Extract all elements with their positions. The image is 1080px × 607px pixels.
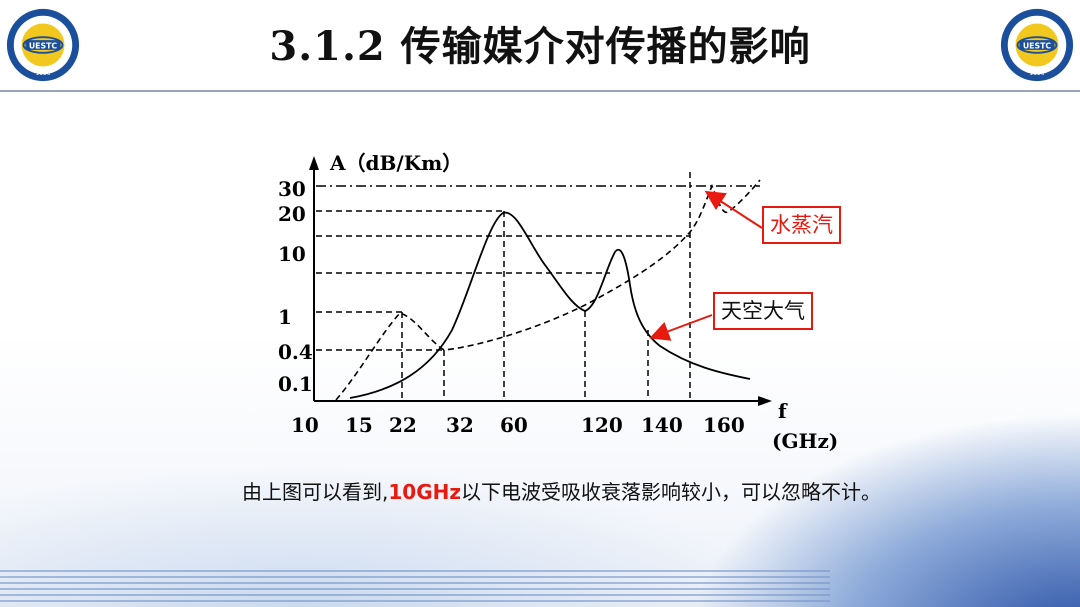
university-logo-left: UESTC 1956 bbox=[6, 8, 80, 82]
x-tick-label: 140 bbox=[641, 413, 683, 437]
x-tick-label: 22 bbox=[389, 413, 417, 437]
caption-part1: 由上图可以看到, bbox=[242, 480, 389, 504]
water-vapor-label: 水蒸汽 bbox=[762, 206, 841, 244]
sky-atmosphere-label: 天空大气 bbox=[713, 292, 813, 330]
y-tick-label: 20 bbox=[278, 202, 306, 226]
x-tick-label: 15 bbox=[345, 413, 373, 437]
slide-header: UESTC 1956 3.1.2 传输媒介对传播的影响 UESTC 1956 bbox=[0, 0, 1080, 92]
svg-text:UESTC: UESTC bbox=[29, 41, 58, 50]
x-tick-label: 10 bbox=[291, 413, 319, 437]
svg-text:1956: 1956 bbox=[36, 71, 51, 77]
x-tick-label: 32 bbox=[446, 413, 474, 437]
y-tick-labels: 30 20 10 1 0.4 0.1 bbox=[278, 177, 313, 396]
caption-text: 由上图可以看到,10GHz以下电波受吸收衰落影响较小，可以忽略不计。 bbox=[212, 478, 892, 507]
series-water-vapor bbox=[335, 179, 761, 401]
x-tick-labels: 10 15 22 32 60 120 140 160 bbox=[291, 413, 745, 437]
x-tick-label: 60 bbox=[500, 413, 528, 437]
horizontal-reference-lines bbox=[316, 185, 760, 351]
x-axis-label-f: f bbox=[778, 399, 788, 423]
x-axis-label-unit: (GHz) bbox=[772, 429, 838, 453]
y-tick-label: 30 bbox=[278, 177, 306, 201]
x-tick-label: 120 bbox=[581, 413, 623, 437]
water-vapor-arrow bbox=[704, 190, 763, 229]
sky-atmosphere-arrow bbox=[649, 314, 713, 341]
caption-part2: 以下电波受吸收衰落影响较小，可以忽略不计。 bbox=[461, 480, 881, 504]
y-tick-label: 0.1 bbox=[278, 372, 313, 396]
x-axis-arrow bbox=[758, 396, 772, 406]
decorative-stripes bbox=[0, 566, 830, 606]
y-tick-label: 1 bbox=[278, 305, 292, 329]
x-tick-label: 160 bbox=[703, 413, 745, 437]
y-axis-arrow bbox=[309, 156, 319, 170]
y-tick-label: 10 bbox=[278, 242, 306, 266]
caption-highlight: 10GHz bbox=[388, 480, 461, 504]
svg-text:UESTC: UESTC bbox=[1023, 41, 1052, 50]
page-title: 3.1.2 传输媒介对传播的影响 bbox=[269, 23, 811, 70]
university-logo-right: UESTC 1956 bbox=[1000, 8, 1074, 82]
y-axis-label: A（dB/Km） bbox=[329, 151, 462, 175]
svg-text:1956: 1956 bbox=[1030, 71, 1045, 77]
vertical-reference-lines bbox=[401, 172, 691, 400]
y-tick-label: 0.4 bbox=[278, 340, 313, 364]
header-divider bbox=[0, 90, 1080, 92]
series-sky-atmosphere bbox=[349, 211, 751, 399]
